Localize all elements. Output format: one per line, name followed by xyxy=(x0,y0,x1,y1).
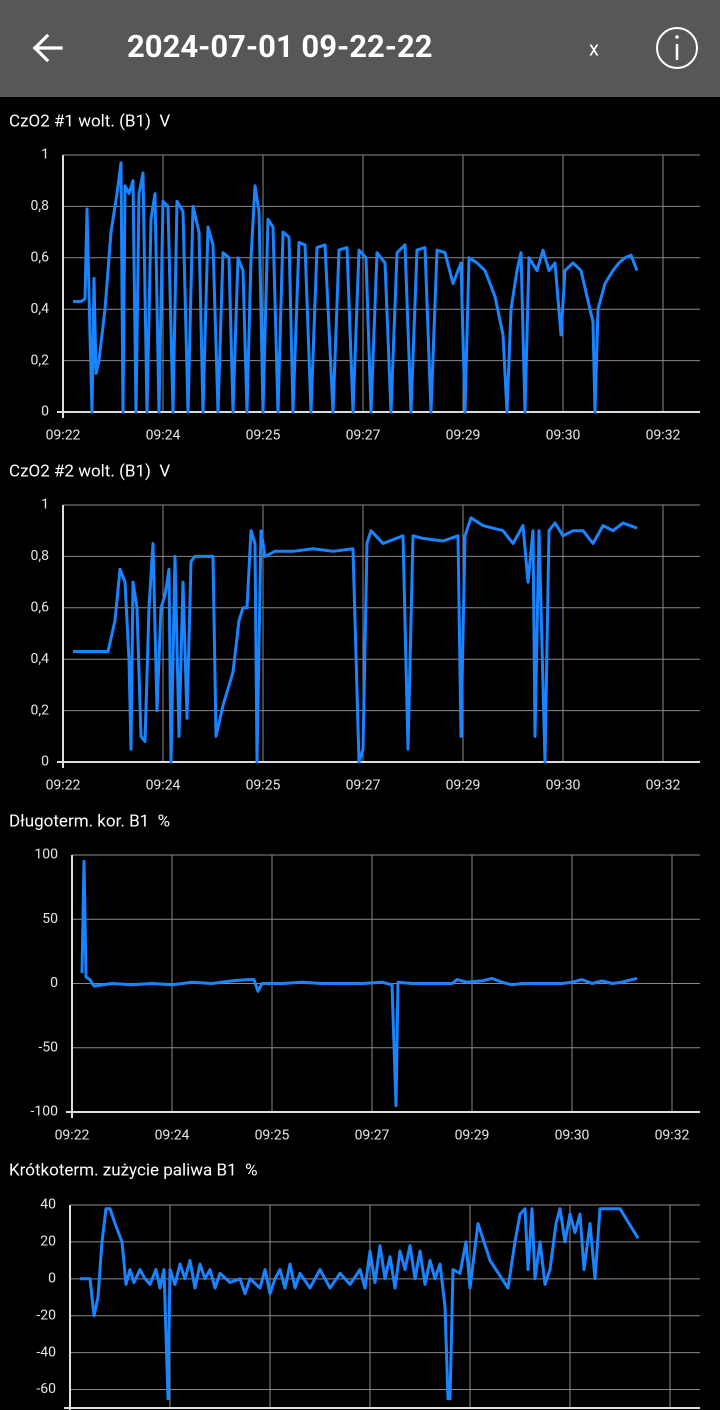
x-tick-label: 09:29 xyxy=(455,1128,490,1144)
y-tick-label: 20 xyxy=(40,1234,56,1250)
x-tick-label: 09:22 xyxy=(46,428,81,444)
y-tick-label: 100 xyxy=(34,847,58,863)
chart-title: CzO2 #1 wolt. (B1) V xyxy=(9,111,170,131)
x-tick-label: 09:32 xyxy=(655,1128,690,1144)
y-tick-label: -60 xyxy=(36,1381,56,1397)
data-line xyxy=(73,161,639,414)
data-line xyxy=(73,516,638,764)
x-tick-label: 09:30 xyxy=(546,778,581,794)
y-tick-label: -100 xyxy=(31,1104,59,1120)
x-tick-label: 09:27 xyxy=(355,1128,390,1144)
x-tick-label: 09:25 xyxy=(246,778,281,794)
x-tick-label: 09:32 xyxy=(646,428,681,444)
x-tick-label: 09:29 xyxy=(446,428,481,444)
chart: CzO2 #1 wolt. (B1) V 0 0,2 0,4 0,6 0,8 1 09:22 0… xyxy=(9,111,700,444)
x-tick-label: 09:32 xyxy=(646,778,681,794)
x-tick-label: 09:24 xyxy=(146,428,181,444)
x-tick-label: 09:22 xyxy=(46,778,81,794)
y-tick-label: 0,6 xyxy=(31,600,50,616)
data-line xyxy=(80,1207,640,1401)
y-tick-label: 0,4 xyxy=(31,301,50,317)
close-button[interactable]: x xyxy=(589,36,599,60)
y-tick-label: -50 xyxy=(38,1039,58,1055)
y-tick-label: 0 xyxy=(48,1271,56,1287)
y-tick-label: 0,8 xyxy=(31,548,50,564)
y-tick-label: 0,6 xyxy=(31,250,50,266)
y-tick-label: 0,2 xyxy=(31,352,50,368)
x-tick-label: 09:30 xyxy=(546,428,581,444)
back-button[interactable] xyxy=(32,33,63,63)
x-tick-label: 09:25 xyxy=(246,428,281,444)
y-tick-label: -20 xyxy=(36,1307,56,1323)
app-bar xyxy=(0,0,720,97)
y-tick-label: 1 xyxy=(41,147,49,163)
y-tick-label: 40 xyxy=(40,1197,56,1213)
x-tick-label: 09:27 xyxy=(346,428,381,444)
y-tick-label: 0,8 xyxy=(31,198,50,214)
chart-title: CzO2 #2 wolt. (B1) V xyxy=(9,461,170,481)
y-tick-label: 0,4 xyxy=(31,651,50,667)
x-tick-label: 09:22 xyxy=(55,1128,90,1144)
x-tick-label: 09:27 xyxy=(346,778,381,794)
y-tick-label: 50 xyxy=(42,911,58,927)
chart: Długoterm. kor. B1 % -100 -50 0 50 100 09:22 09… xyxy=(9,811,700,1144)
x-tick-label: 09:30 xyxy=(555,1128,590,1144)
y-tick-label: 0 xyxy=(41,404,49,420)
data-line xyxy=(80,859,638,1108)
chart-title: Krótkoterm. zużycie paliwa B1 % xyxy=(9,1160,258,1180)
info-button[interactable] xyxy=(656,27,698,69)
x-tick-label: 09:25 xyxy=(255,1128,290,1144)
y-tick-label: 0 xyxy=(41,754,49,770)
x-tick-label: 09:24 xyxy=(146,778,181,794)
chart: Krótkoterm. zużycie paliwa B1 % -60 -40 -20… xyxy=(9,1160,700,1410)
y-tick-label: 1 xyxy=(41,497,49,513)
header-title: 2024-07-01 09-22-22 xyxy=(127,28,433,65)
y-tick-label: 0,2 xyxy=(31,702,50,718)
chart: CzO2 #2 wolt. (B1) V 0 0,2 0,4 0,6 0,8 1 09:22 0… xyxy=(9,461,700,794)
x-tick-label: 09:24 xyxy=(155,1128,190,1144)
x-tick-label: 09:29 xyxy=(446,778,481,794)
y-tick-label: -40 xyxy=(36,1344,56,1360)
chart-title: Długoterm. kor. B1 % xyxy=(9,811,170,831)
y-tick-label: 0 xyxy=(50,975,58,991)
